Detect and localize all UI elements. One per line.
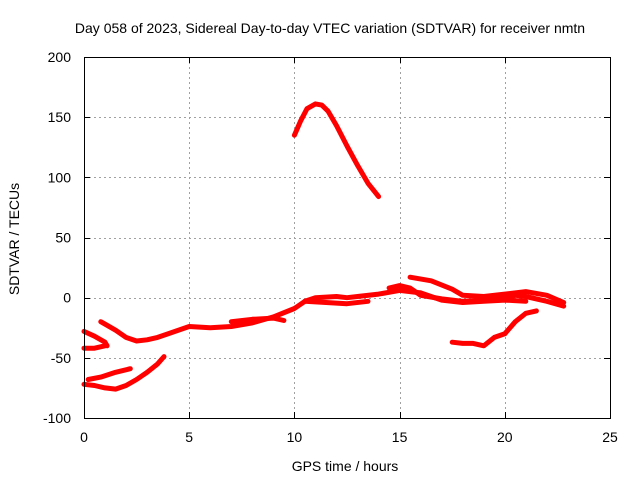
y-tick-label: -50 <box>51 350 71 366</box>
series-segment-5 <box>302 298 371 307</box>
x-axis-label: GPS time / hours <box>292 458 399 474</box>
series-segment-4 <box>228 315 287 325</box>
series-segment-8 <box>418 290 529 305</box>
ticks: 0 5 10 15 20 25 -100 -50 0 50 100 150 200 <box>43 49 618 445</box>
series-segment-2 <box>81 343 108 351</box>
y-tick-label: -100 <box>43 410 71 426</box>
plot-frame <box>84 57 611 419</box>
series-segment-10 <box>291 101 382 200</box>
series-segment-7 <box>407 274 567 305</box>
series-segment-11 <box>81 354 167 392</box>
series-segment-9 <box>449 308 539 349</box>
x-tick-label: 20 <box>497 429 513 445</box>
chart-title: Day 058 of 2023, Sidereal Day-to-day VTE… <box>75 20 585 36</box>
y-tick-label: 50 <box>55 230 71 246</box>
x-tick-label: 5 <box>185 429 193 445</box>
series-group <box>81 101 567 392</box>
y-tick-label: 150 <box>48 109 72 125</box>
y-tick-label: 100 <box>48 169 72 185</box>
grid <box>84 57 610 418</box>
x-tick-label: 10 <box>287 429 303 445</box>
series-segment-3 <box>98 287 424 344</box>
y-tick-label: 0 <box>63 290 71 306</box>
x-tick-label: 25 <box>602 429 618 445</box>
y-axis-label: SDTVAR / TECUs <box>6 183 22 295</box>
x-tick-label: 15 <box>392 429 408 445</box>
x-tick-label: 0 <box>80 429 88 445</box>
series-segment-12 <box>85 366 133 382</box>
y-tick-label: 200 <box>48 49 72 65</box>
